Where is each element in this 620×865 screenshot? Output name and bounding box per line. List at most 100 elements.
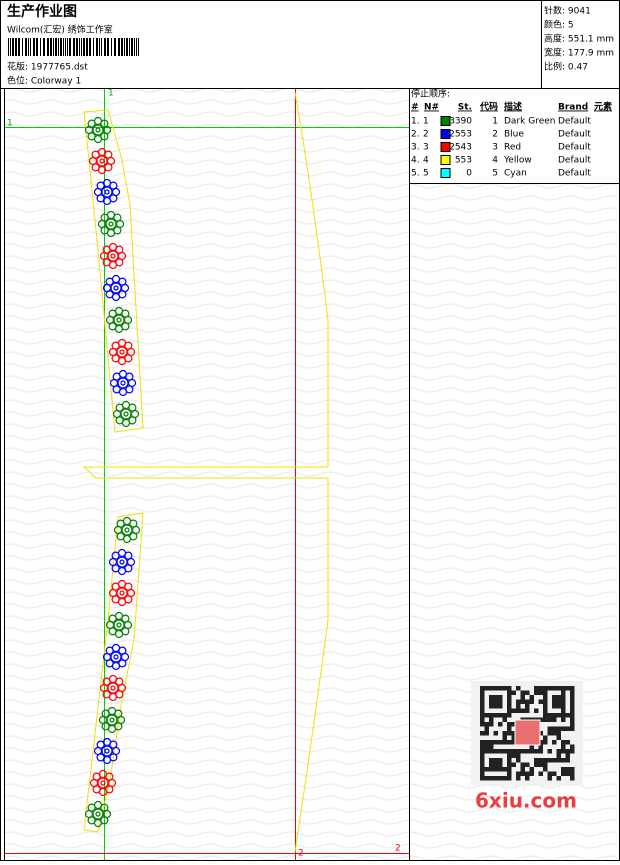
- bar: [126, 38, 128, 56]
- bar: [65, 38, 66, 56]
- bar: [30, 38, 31, 56]
- bar: [25, 38, 27, 56]
- qr-cell: [484, 740, 489, 745]
- qr-cell: [525, 771, 530, 776]
- cell: 553: [455, 156, 472, 166]
- qr-cell: [516, 776, 521, 781]
- qr-cell: [520, 762, 525, 767]
- qr-cell: [507, 708, 512, 713]
- dot: [104, 748, 110, 754]
- qr-cell: [565, 758, 570, 763]
- center: [110, 651, 122, 663]
- qr-cell: [538, 686, 543, 691]
- motif: [108, 579, 136, 607]
- cell: Default: [558, 156, 591, 166]
- center: [92, 124, 104, 136]
- dot: [120, 380, 126, 386]
- bar: [55, 38, 57, 56]
- qr-cell: [534, 762, 539, 767]
- qr-cell: [480, 740, 485, 745]
- bar: [111, 38, 112, 56]
- qr-cell: [552, 726, 557, 731]
- qr-cell: [480, 762, 485, 767]
- bar: [15, 38, 17, 56]
- qr-cell: [543, 762, 548, 767]
- motif: [97, 210, 125, 238]
- qr-cell: [565, 686, 570, 691]
- qr-cell: [484, 726, 489, 731]
- qr-cell: [565, 767, 570, 772]
- qr-cell: [498, 713, 503, 718]
- bar: [12, 38, 14, 56]
- bar: [99, 38, 100, 56]
- qr-cell: [547, 731, 552, 736]
- dot: [99, 158, 105, 164]
- qr-cell: [493, 686, 498, 691]
- colorway: 色位: Colorway 1: [7, 75, 81, 87]
- qr-cell: [498, 749, 503, 754]
- center: [120, 408, 132, 420]
- petal: [125, 372, 134, 381]
- cell: Yellow: [503, 156, 532, 166]
- bar: [131, 38, 133, 56]
- qr-cell: [507, 767, 512, 772]
- dot: [100, 780, 106, 786]
- qr-cell: [556, 686, 561, 691]
- petal: [100, 803, 109, 812]
- column-header: 元素: [594, 101, 612, 113]
- cell: 2: [492, 130, 498, 140]
- qr-cell: [480, 704, 485, 709]
- cell: Default: [558, 117, 591, 127]
- axis-label: 1: [7, 119, 13, 129]
- dot: [119, 590, 125, 596]
- qr-cell: [552, 717, 557, 722]
- petal: [129, 519, 138, 528]
- qr-cell: [480, 753, 485, 758]
- qr-cell: [507, 704, 512, 709]
- qr-cell: [489, 713, 494, 718]
- motif: [84, 116, 112, 144]
- motif: [99, 242, 127, 270]
- petal: [104, 150, 113, 159]
- petal: [118, 646, 127, 655]
- dot: [123, 411, 129, 417]
- qr-cell: [480, 695, 485, 700]
- petal: [115, 245, 124, 254]
- cell: 5: [492, 169, 498, 179]
- qr-cell: [552, 771, 557, 776]
- qr-cell: [552, 699, 557, 704]
- cell: 1.: [411, 117, 420, 127]
- dot: [113, 654, 119, 660]
- bar: [73, 38, 75, 56]
- qr-cell: [489, 762, 494, 767]
- qr-cell: [556, 731, 561, 736]
- qr-cell: [543, 699, 548, 704]
- qr-cell: [493, 767, 498, 772]
- qr-cell: [484, 731, 489, 736]
- qr-cell: [502, 776, 507, 781]
- qr-cell: [493, 713, 498, 718]
- bar: [43, 38, 45, 56]
- qr-cell: [480, 776, 485, 781]
- qr-cell: [480, 771, 485, 776]
- qr-cell: [552, 758, 557, 763]
- qr-cell: [552, 731, 557, 736]
- bar: [134, 38, 135, 56]
- qr-cell: [561, 740, 566, 745]
- qr-cell: [489, 695, 494, 700]
- qr-cell: [561, 744, 566, 749]
- bar: [40, 38, 41, 56]
- qr-cell: [489, 722, 494, 727]
- qr-cell: [484, 744, 489, 749]
- center: [97, 777, 109, 789]
- qr-cell: [565, 753, 570, 758]
- stat: 针数: 9041: [544, 5, 591, 17]
- qr-cell: [516, 771, 521, 776]
- qr-cell: [507, 713, 512, 718]
- qr-cell: [511, 753, 516, 758]
- cell: Red: [504, 143, 521, 153]
- bar: [28, 38, 29, 56]
- qr-cell: [543, 686, 548, 691]
- qr-cell: [480, 708, 485, 713]
